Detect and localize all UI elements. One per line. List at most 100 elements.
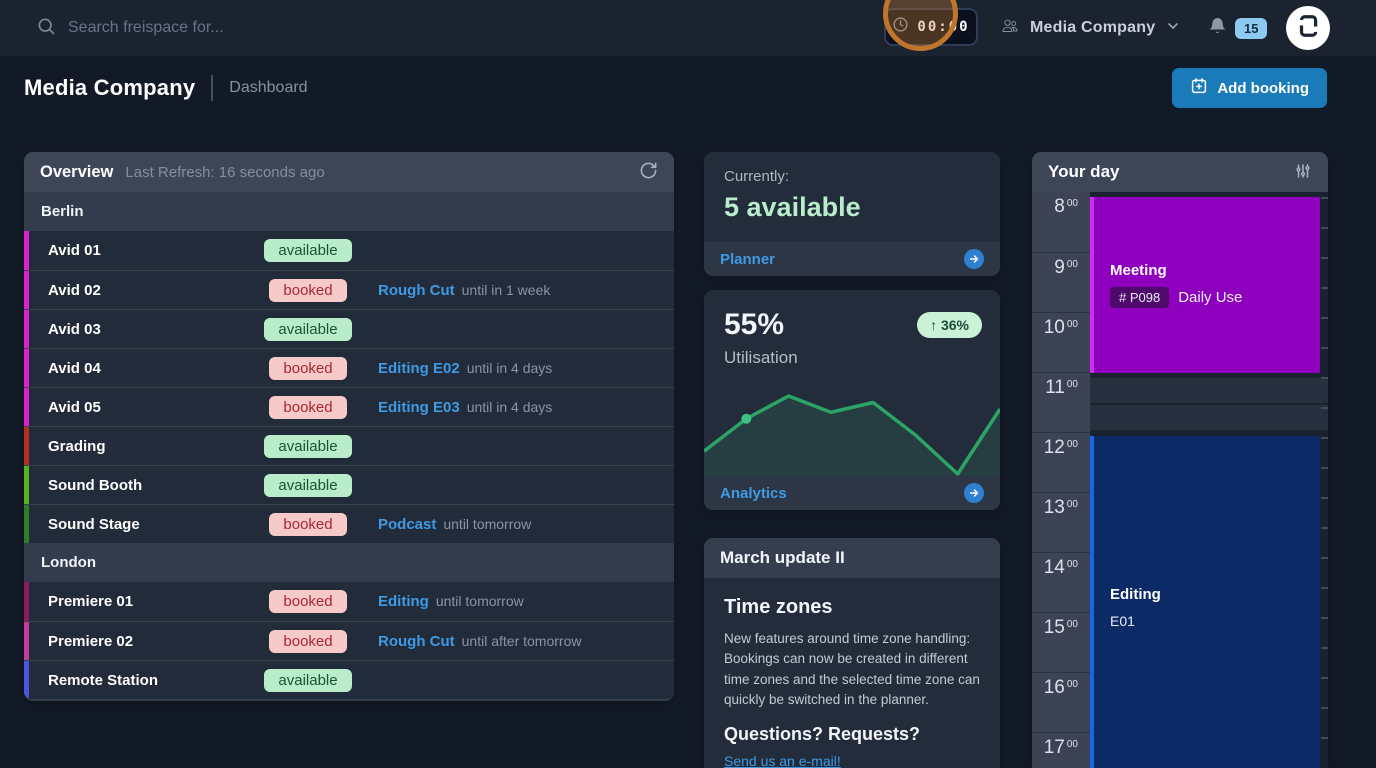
timer-button[interactable]: 00:00 bbox=[884, 8, 978, 46]
utilisation-value: 55% bbox=[724, 308, 785, 341]
news-questions: Questions? Requests? bbox=[724, 724, 921, 744]
status-badge: available bbox=[264, 668, 352, 692]
booking-link[interactable]: Rough Cut bbox=[378, 632, 455, 650]
table-row: Grading available bbox=[24, 426, 674, 465]
status-badge: available bbox=[264, 317, 352, 341]
overview-section-header: London bbox=[24, 543, 674, 582]
resource-name: Avid 04 bbox=[48, 359, 101, 377]
global-search bbox=[36, 0, 428, 56]
project-tag: # P098 bbox=[1110, 287, 1170, 308]
analytics-link[interactable]: Analytics bbox=[720, 484, 787, 502]
event-title: Meeting bbox=[1110, 262, 1167, 279]
booking-until: until in 4 days bbox=[466, 359, 553, 376]
calendar-event-meeting[interactable]: Meeting # P098 Daily Use bbox=[1090, 197, 1320, 373]
breadcrumb: Dashboard bbox=[229, 79, 308, 96]
hour-label: 8 00 bbox=[1032, 192, 1090, 252]
resource-name: Avid 05 bbox=[48, 398, 101, 416]
booking-link[interactable]: Editing bbox=[378, 593, 429, 610]
hour-minutes: 00 bbox=[1066, 438, 1078, 450]
event-subtitle: E01 bbox=[1110, 613, 1135, 629]
status-badge: booked bbox=[269, 395, 347, 419]
hour-number: 11 bbox=[1045, 377, 1065, 398]
analytics-link-row[interactable]: Analytics bbox=[704, 476, 1000, 510]
hour-label: 16 00 bbox=[1032, 672, 1090, 732]
status-badge: booked bbox=[269, 356, 347, 380]
resource-name: Sound Stage bbox=[48, 515, 140, 533]
booking-link[interactable]: Rough Cut bbox=[378, 281, 455, 299]
topbar: 00:00 Media Company bbox=[0, 0, 1376, 56]
resource-name: Premiere 02 bbox=[48, 632, 134, 650]
hour-number: 14 bbox=[1043, 557, 1065, 578]
hour-minutes: 00 bbox=[1066, 618, 1078, 630]
status-badge: booked bbox=[269, 590, 347, 613]
status-badge: available bbox=[264, 239, 352, 262]
resource-color-bar bbox=[24, 427, 29, 465]
booking-link[interactable]: Podcast bbox=[378, 515, 437, 533]
day-schedule: 8 00 9 00 10 00 11 00 12 00 13 00 14 00 15 00 16… bbox=[1032, 192, 1328, 768]
refresh-button[interactable] bbox=[639, 161, 658, 183]
table-row: Premiere 02 booked Rough Cut until after… bbox=[24, 621, 674, 660]
email-link[interactable]: Send us an e-mail! bbox=[724, 753, 841, 768]
news-body-text: New features around time zone handling: … bbox=[724, 631, 980, 707]
schedule-track: Meeting # P098 Daily Use Editing E01 bbox=[1090, 192, 1328, 768]
overview-header: Overview Last Refresh: 16 seconds ago bbox=[24, 152, 674, 192]
table-row: Avid 02 booked Rough Cut until in 1 week bbox=[24, 270, 674, 309]
resource-name: Avid 02 bbox=[48, 281, 101, 299]
hour-label: 12 00 bbox=[1032, 432, 1090, 492]
table-row: Sound Stage booked Podcast until tomorro… bbox=[24, 504, 674, 543]
title-divider bbox=[211, 75, 214, 101]
your-day-title: Your day bbox=[1048, 162, 1120, 181]
refresh-icon bbox=[639, 161, 658, 183]
search-input[interactable] bbox=[68, 19, 428, 37]
utilisation-line-chart bbox=[704, 394, 1000, 476]
calendar-event-editing[interactable]: Editing E01 bbox=[1090, 436, 1320, 768]
resource-color-bar bbox=[24, 271, 29, 309]
resource-name: Sound Booth bbox=[48, 476, 143, 494]
overview-section-header: Berlin bbox=[24, 192, 674, 231]
status-badge: booked bbox=[269, 629, 347, 653]
arrow-right-icon bbox=[964, 483, 984, 503]
table-row: Premiere 01 booked Editing until tomorro… bbox=[24, 582, 674, 621]
page-title: Media Company bbox=[24, 75, 196, 100]
empty-slot bbox=[1090, 405, 1328, 430]
sliders-icon bbox=[1294, 162, 1312, 183]
notifications-button[interactable]: 15 bbox=[1208, 0, 1268, 56]
status-badge: available bbox=[264, 434, 352, 458]
booking-link[interactable]: Editing E03 bbox=[378, 398, 460, 416]
org-switcher[interactable]: Media Company bbox=[1000, 0, 1181, 56]
planner-link[interactable]: Planner bbox=[720, 250, 776, 268]
hour-minutes: 00 bbox=[1066, 197, 1078, 209]
avatar[interactable] bbox=[1286, 6, 1330, 50]
resource-name: Remote Station bbox=[48, 671, 159, 689]
hour-number: 8 bbox=[1054, 196, 1065, 217]
hour-label: 17 00 bbox=[1032, 732, 1090, 768]
timer-value: 00:00 bbox=[917, 19, 970, 35]
your-day-header: Your day bbox=[1032, 152, 1328, 192]
hour-gutter: 8 00 9 00 10 00 11 00 12 00 13 00 14 00 15 00 16… bbox=[1032, 192, 1090, 768]
hour-minutes: 00 bbox=[1066, 378, 1078, 390]
search-icon bbox=[36, 16, 56, 41]
calendar-settings-button[interactable] bbox=[1294, 162, 1312, 183]
currently-card: Currently: 5 available Planner bbox=[704, 152, 1000, 276]
booking-until: until in 1 week bbox=[461, 281, 551, 298]
hour-number: 10 bbox=[1043, 317, 1065, 338]
hour-number: 12 bbox=[1043, 437, 1065, 458]
status-badge: booked bbox=[269, 512, 347, 536]
table-row: Avid 04 booked Editing E02 until in 4 da… bbox=[24, 348, 674, 387]
hour-number: 17 bbox=[1043, 737, 1065, 758]
freispace-logo-icon bbox=[1295, 13, 1321, 44]
booking-link[interactable]: Editing E02 bbox=[378, 359, 460, 377]
utilisation-delta-badge: ↑ 36% bbox=[917, 312, 982, 338]
resource-color-bar bbox=[24, 310, 29, 348]
table-row: Remote Station available bbox=[24, 660, 674, 699]
resource-name: Avid 03 bbox=[48, 320, 101, 338]
hour-label: 14 00 bbox=[1032, 552, 1090, 612]
hour-label: 11 00 bbox=[1032, 372, 1090, 432]
add-booking-button[interactable]: Add booking bbox=[1172, 68, 1327, 108]
page-header: Media Company Dashboard Add booking bbox=[0, 56, 1376, 120]
planner-link-row[interactable]: Planner bbox=[704, 242, 1000, 276]
booking-until: until in 4 days bbox=[466, 398, 553, 415]
event-subtitle: Daily Use bbox=[1178, 289, 1243, 306]
table-row: Sound Booth available bbox=[24, 465, 674, 504]
